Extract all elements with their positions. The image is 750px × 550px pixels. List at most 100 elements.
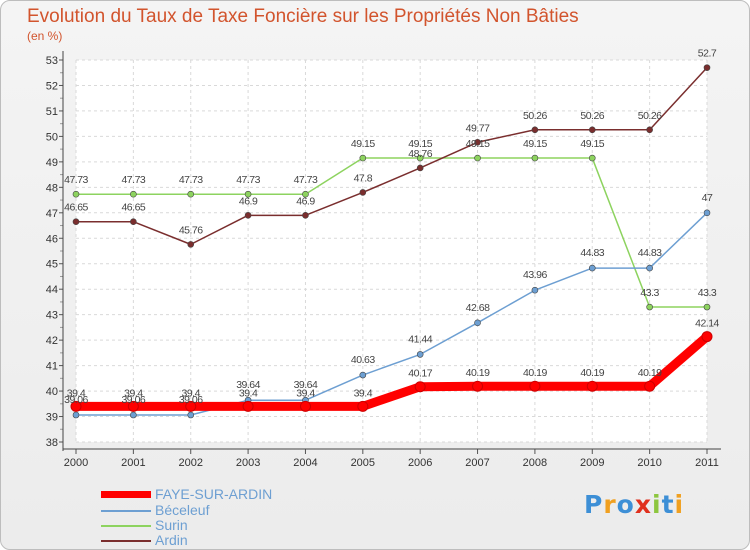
x-tick-label: 2004	[293, 457, 317, 469]
data-point-surin	[416, 154, 424, 162]
data-point-faye-sur-ardin	[127, 400, 139, 412]
data-label-ardin: 47.8	[354, 172, 373, 184]
data-point-ardin	[531, 126, 539, 134]
data-point-surin	[588, 154, 596, 162]
data-label-faye-sur-ardin: 40.19	[466, 367, 490, 379]
data-point-faye-sur-ardin	[185, 400, 197, 412]
y-tick-label: 51	[46, 106, 58, 118]
data-label-surin: 47.73	[121, 174, 145, 186]
data-label-ardin: 46.65	[64, 202, 88, 214]
data-label-faye-sur-ardin: 40.19	[523, 367, 547, 379]
data-point-surin	[72, 190, 80, 198]
data-label-b-celeuf: 47	[702, 192, 713, 204]
data-label-b-celeuf: 39.06	[64, 394, 88, 406]
data-point-ardin	[703, 64, 711, 71]
data-label-ardin: 50.26	[580, 110, 604, 122]
y-tick-label: 48	[46, 182, 58, 194]
x-tick-label: 2001	[121, 457, 145, 469]
data-label-ardin: 50.26	[638, 110, 662, 122]
data-label-b-celeuf: 39.64	[294, 379, 318, 391]
y-tick-label: 53	[46, 55, 58, 67]
data-label-b-celeuf: 42.68	[466, 302, 490, 314]
data-point-ardin	[130, 218, 137, 226]
data-label-b-celeuf: 39.06	[121, 394, 145, 406]
data-point-ardin	[588, 126, 596, 134]
data-label-ardin: 46.9	[239, 195, 258, 207]
data-point-surin	[130, 190, 137, 198]
data-point-faye-sur-ardin	[242, 400, 254, 412]
data-label-faye-sur-ardin: 39.4	[239, 387, 258, 399]
data-label-b-celeuf: 41.44	[408, 333, 432, 345]
y-tick-label: 50	[46, 131, 58, 143]
x-tick-label: 2000	[64, 457, 88, 469]
data-point-b-celeuf	[474, 319, 481, 327]
data-point-ardin	[474, 138, 481, 146]
data-label-ardin: 48.76	[408, 148, 432, 160]
data-label-surin: 47.73	[294, 174, 318, 186]
data-label-faye-sur-ardin: 39.4	[354, 387, 373, 399]
data-label-surin: 49.15	[351, 138, 375, 150]
data-point-b-celeuf	[130, 411, 137, 419]
data-label-b-celeuf: 40.63	[351, 354, 375, 366]
data-point-surin	[187, 190, 195, 198]
series-line-surin	[75, 157, 708, 308]
x-tick-label: 2007	[465, 457, 489, 469]
data-label-surin: 47.73	[236, 174, 260, 186]
data-label-ardin: 45.76	[179, 224, 203, 236]
data-label-faye-sur-ardin: 39.4	[124, 387, 143, 399]
legend-label-surin: Surin	[155, 517, 188, 533]
data-label-ardin: 46.9	[296, 195, 315, 207]
legend-swatch-ardin	[101, 540, 151, 542]
data-label-faye-sur-ardin: 40.19	[580, 367, 604, 379]
data-label-faye-sur-ardin: 40.19	[638, 367, 662, 379]
data-label-surin: 43.3	[698, 287, 717, 299]
data-label-b-celeuf: 39.06	[179, 394, 203, 406]
data-label-surin: 43.3	[640, 287, 659, 299]
x-tick-label: 2006	[408, 457, 432, 469]
data-point-b-celeuf	[72, 411, 80, 419]
legend-swatch-beceleuf	[101, 510, 151, 512]
data-label-ardin: 52.7	[698, 48, 717, 60]
y-tick-label: 40	[46, 386, 58, 398]
series-line-ardin	[75, 66, 708, 246]
x-tick-label: 2003	[236, 457, 260, 469]
data-point-b-celeuf	[588, 264, 596, 272]
data-point-surin	[359, 154, 367, 162]
data-point-faye-sur-ardin	[529, 380, 541, 392]
series-line-b-celeuf	[75, 212, 708, 416]
y-tick-label: 49	[46, 157, 58, 169]
y-tick-label: 45	[46, 259, 58, 271]
proxiti-logo: Proxiti	[584, 490, 685, 519]
data-label-surin: 49.15	[408, 138, 432, 150]
data-point-surin	[703, 303, 711, 311]
data-point-faye-sur-ardin	[472, 380, 484, 392]
y-tick-label: 39	[46, 412, 58, 424]
x-tick-label: 2008	[523, 457, 547, 469]
chart-subtitle: (en %)	[27, 29, 63, 43]
y-tick-label: 44	[46, 284, 58, 296]
data-point-b-celeuf	[359, 371, 367, 379]
legend-label-ardin: Ardin	[155, 532, 188, 548]
data-point-faye-sur-ardin	[644, 380, 656, 392]
legend-swatch-faye-sur-ardin	[101, 491, 151, 498]
data-point-faye-sur-ardin	[701, 331, 713, 343]
data-point-ardin	[72, 218, 80, 226]
y-tick-label: 43	[46, 310, 58, 322]
data-point-ardin	[416, 164, 424, 172]
legend-label-beceleuf: Béceleuf	[155, 502, 210, 518]
data-label-faye-sur-ardin: 39.4	[182, 387, 201, 399]
data-label-b-celeuf: 44.83	[638, 247, 662, 259]
data-label-b-celeuf: 43.96	[523, 269, 547, 281]
data-point-b-celeuf	[646, 264, 653, 272]
x-tick-label: 2011	[695, 457, 719, 469]
data-point-faye-sur-ardin	[414, 381, 426, 393]
data-label-faye-sur-ardin: 39.4	[67, 387, 86, 399]
data-label-surin: 49.15	[523, 138, 547, 150]
y-tick-label: 47	[46, 208, 58, 220]
series-line-faye-sur-ardin	[71, 332, 712, 411]
data-label-faye-sur-ardin: 39.4	[296, 387, 315, 399]
y-tick-label: 46	[46, 233, 58, 245]
data-point-surin	[531, 154, 539, 162]
